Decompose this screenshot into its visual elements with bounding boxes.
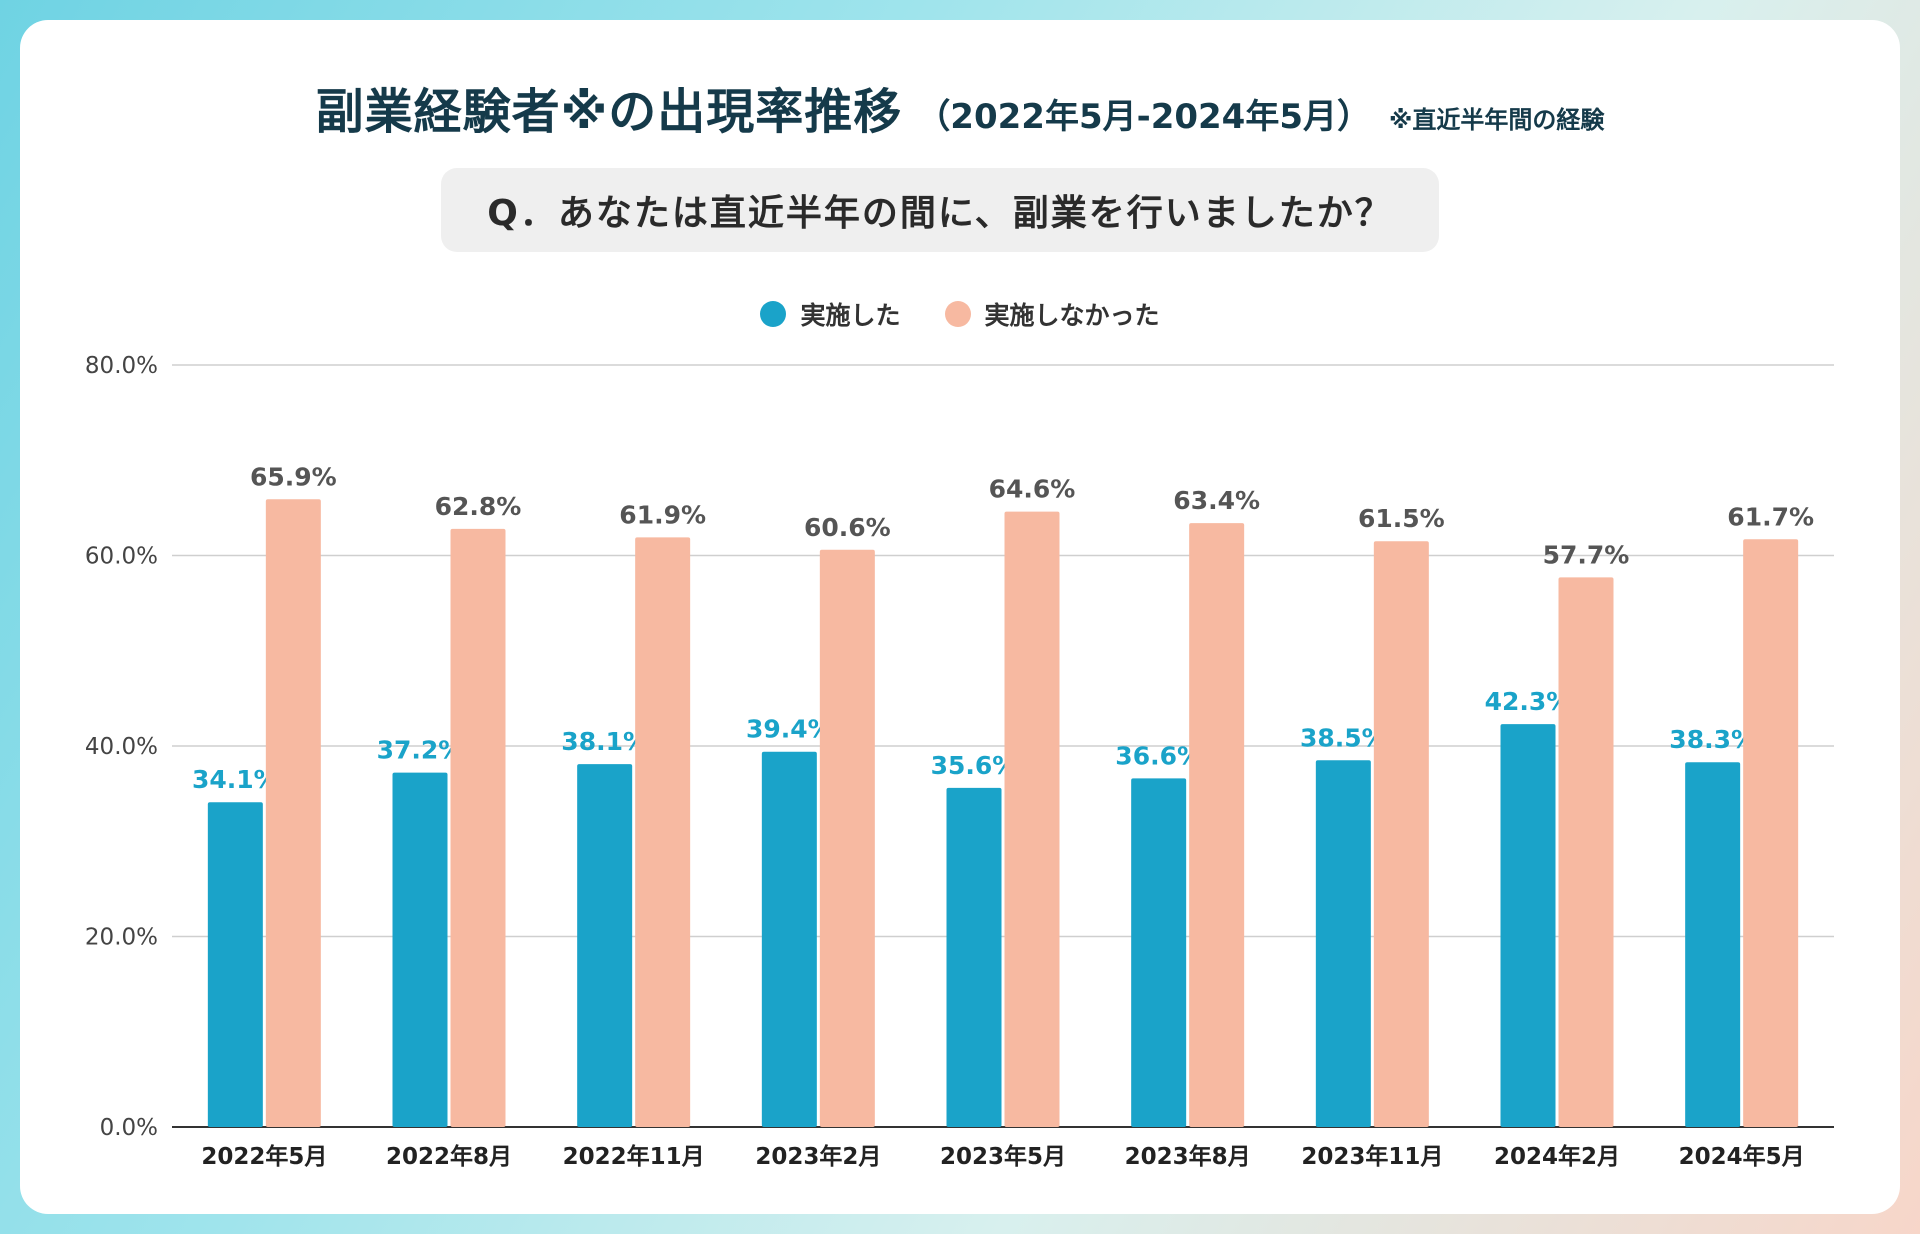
bar-did [207,802,263,1127]
data-label-did: 34.1% [192,765,279,794]
y-tick-label: 0.0% [100,1115,158,1141]
bar-did-not [635,537,691,1127]
data-label-did-not: 65.9% [250,462,337,491]
bar-did-not [1743,539,1799,1127]
legend-item-did-not: 実施しなかった [944,296,1160,332]
title-note: ※直近半年間の経験 [1389,106,1605,134]
bar-did-not [1004,511,1060,1127]
data-label-did: 38.3% [1669,725,1756,754]
y-tick-label: 80.0% [85,353,158,379]
page-title: 副業経験者※の出現率推移 （2022年5月-2024年5月） ※直近半年間の経験 [0,72,1920,142]
bar-did-not [819,549,875,1127]
data-label-did-not: 57.7% [1543,540,1630,569]
data-label-did-not: 64.6% [989,475,1076,504]
bar-did [1500,724,1556,1127]
data-label-did-not: 61.5% [1358,504,1445,533]
bar-did [1315,760,1371,1127]
chart-legend: 実施した 実施しなかった [0,296,1920,332]
bar-did-not [1558,577,1614,1127]
data-label-did-not: 61.7% [1727,502,1814,531]
bar-did-not [450,528,506,1127]
data-label-did-not: 62.8% [435,492,522,521]
data-label-did: 35.6% [931,751,1018,780]
title-period: （2022年5月-2024年5月） [916,97,1371,137]
data-label-did: 36.6% [1115,741,1202,770]
title-main: 副業経験者※の出現率推移 [315,84,903,140]
data-label-did-not: 60.6% [804,513,891,542]
x-tick-label: 2022年8月 [386,1143,512,1170]
bar-did [1685,762,1741,1127]
x-tick-label: 2022年5月 [201,1143,327,1170]
data-label-did: 37.2% [377,736,464,765]
x-tick-label: 2023年5月 [940,1143,1066,1170]
legend-item-did: 実施した [760,296,901,332]
x-tick-label: 2023年8月 [1125,1143,1251,1170]
x-tick-label: 2023年2月 [755,1143,881,1170]
bar-did-not [265,499,321,1127]
bar-did-not [1373,541,1429,1127]
bar-did [577,764,633,1127]
data-label-did: 39.4% [746,715,833,744]
x-tick-label: 2023年11月 [1301,1143,1443,1170]
bar-did [392,772,448,1127]
bar-did-not [1189,523,1245,1127]
data-label-did: 38.1% [561,727,648,756]
legend-dot-did-not [944,301,971,327]
data-label-did: 38.5% [1300,723,1387,752]
bar-did [946,787,1002,1127]
y-tick-label: 60.0% [85,544,158,570]
x-tick-label: 2022年11月 [563,1143,705,1170]
question-banner: Q．あなたは直近半年の間に、副業を行いましたか？ [441,168,1439,252]
x-tick-label: 2024年5月 [1679,1143,1805,1170]
legend-dot-did [760,301,787,327]
legend-label-did-not: 実施しなかった [984,301,1160,330]
bar-did [761,751,817,1127]
y-tick-label: 20.0% [85,925,158,951]
data-label-did-not: 61.9% [619,500,706,529]
y-tick-label: 40.0% [85,734,158,760]
data-label-did-not: 63.4% [1173,486,1260,515]
x-tick-label: 2024年2月 [1494,1143,1620,1170]
bar-did [1131,778,1187,1127]
data-label-did: 42.3% [1485,687,1572,716]
legend-label-did: 実施した [800,301,901,330]
